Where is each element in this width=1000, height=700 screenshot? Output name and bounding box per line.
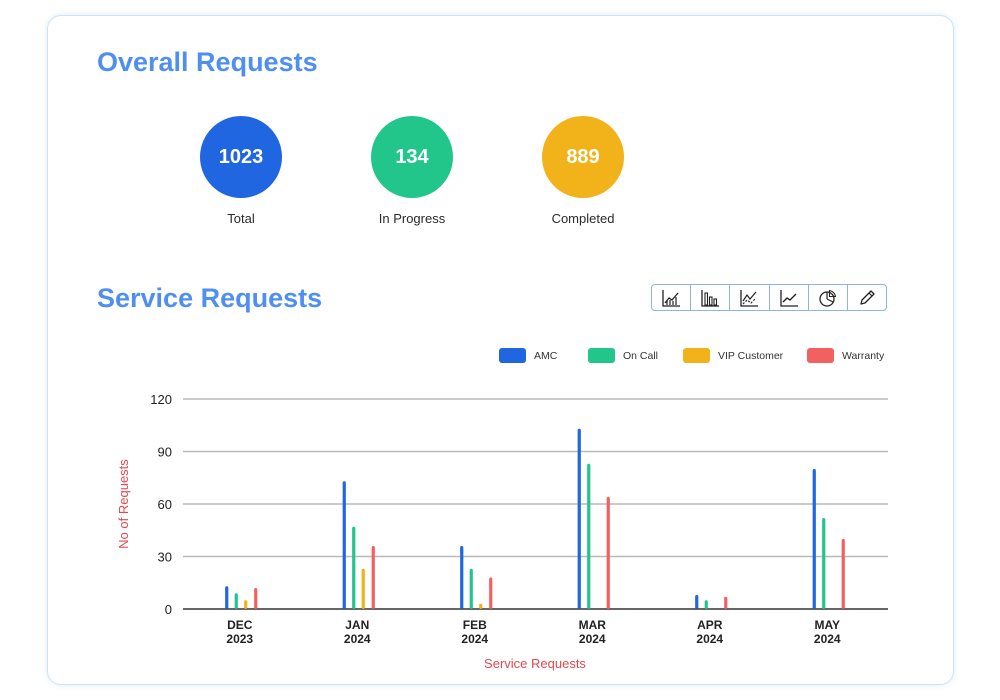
legend-item-amc[interactable]: AMC — [499, 348, 557, 363]
completed-label: Completed — [551, 211, 615, 226]
edit-button[interactable] — [848, 285, 886, 310]
stat-total: 1023 Total — [191, 116, 291, 226]
bar-chart-button[interactable] — [691, 285, 731, 310]
area-chart-button[interactable] — [652, 285, 692, 310]
scatter-chart-button[interactable] — [730, 285, 770, 310]
legend-label-on-call: On Call — [623, 349, 659, 362]
in-progress-label: In Progress — [378, 211, 446, 226]
total-label: Total — [227, 211, 255, 226]
in-progress-circle: 134 — [371, 116, 453, 198]
line-chart-icon — [779, 289, 798, 307]
stat-in-progress: 134 In Progress — [362, 116, 462, 226]
legend-swatch-on-call — [588, 348, 615, 363]
pie-chart-button[interactable] — [809, 285, 848, 310]
area-chart-icon — [662, 289, 681, 307]
service-requests-title: Service Requests — [97, 283, 323, 313]
legend-label-warranty: Warranty — [842, 349, 885, 362]
legend-swatch-warranty — [807, 348, 834, 363]
scatter-chart-icon — [740, 289, 759, 307]
bar-chart-icon — [701, 289, 720, 307]
legend-label-vip-customer: VIP Customer — [718, 349, 784, 362]
overall-requests-title: Overall Requests — [97, 47, 318, 77]
pencil-icon — [860, 289, 875, 305]
legend-swatch-amc — [499, 348, 526, 363]
stat-completed: 889 Completed — [533, 116, 633, 226]
legend-item-vip-customer[interactable]: VIP Customer — [683, 348, 783, 363]
legend-label-amc: AMC — [534, 349, 558, 362]
completed-circle: 889 — [542, 116, 624, 198]
legend-swatch-vip-customer — [683, 348, 710, 363]
total-circle: 1023 — [200, 116, 282, 198]
legend-item-warranty[interactable]: Warranty — [807, 348, 884, 363]
line-chart-button[interactable] — [770, 285, 809, 310]
legend-item-on-call[interactable]: On Call — [588, 348, 658, 363]
pie-chart-icon — [819, 289, 836, 307]
chart-type-toolbar — [651, 284, 887, 311]
